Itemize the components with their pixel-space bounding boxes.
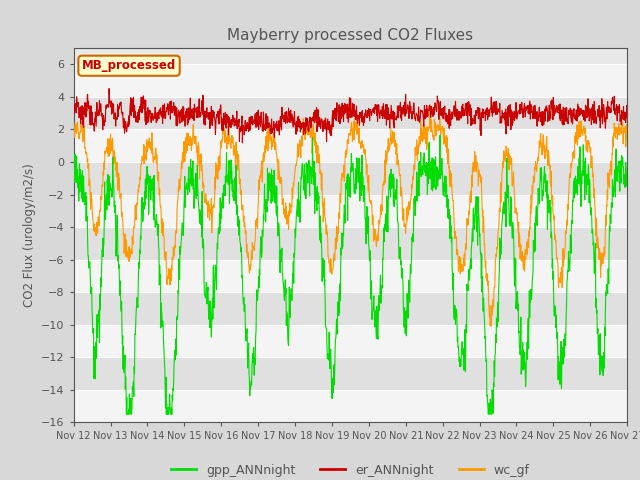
Legend: gpp_ANNnight, er_ANNnight, wc_gf: gpp_ANNnight, er_ANNnight, wc_gf [166, 459, 535, 480]
Bar [74, 97, 627, 130]
Bar [74, 194, 627, 227]
Y-axis label: CO2 Flux (urology/m2/s): CO2 Flux (urology/m2/s) [22, 163, 35, 307]
Bar [74, 64, 627, 97]
Title: Mayberry processed CO2 Fluxes: Mayberry processed CO2 Fluxes [227, 28, 474, 43]
Bar [74, 130, 627, 162]
Bar [74, 227, 627, 260]
Bar [74, 162, 627, 194]
Text: MB_processed: MB_processed [82, 59, 176, 72]
Bar [74, 357, 627, 390]
Bar [74, 260, 627, 292]
Bar [74, 292, 627, 325]
Bar [74, 390, 627, 422]
Bar [74, 325, 627, 357]
